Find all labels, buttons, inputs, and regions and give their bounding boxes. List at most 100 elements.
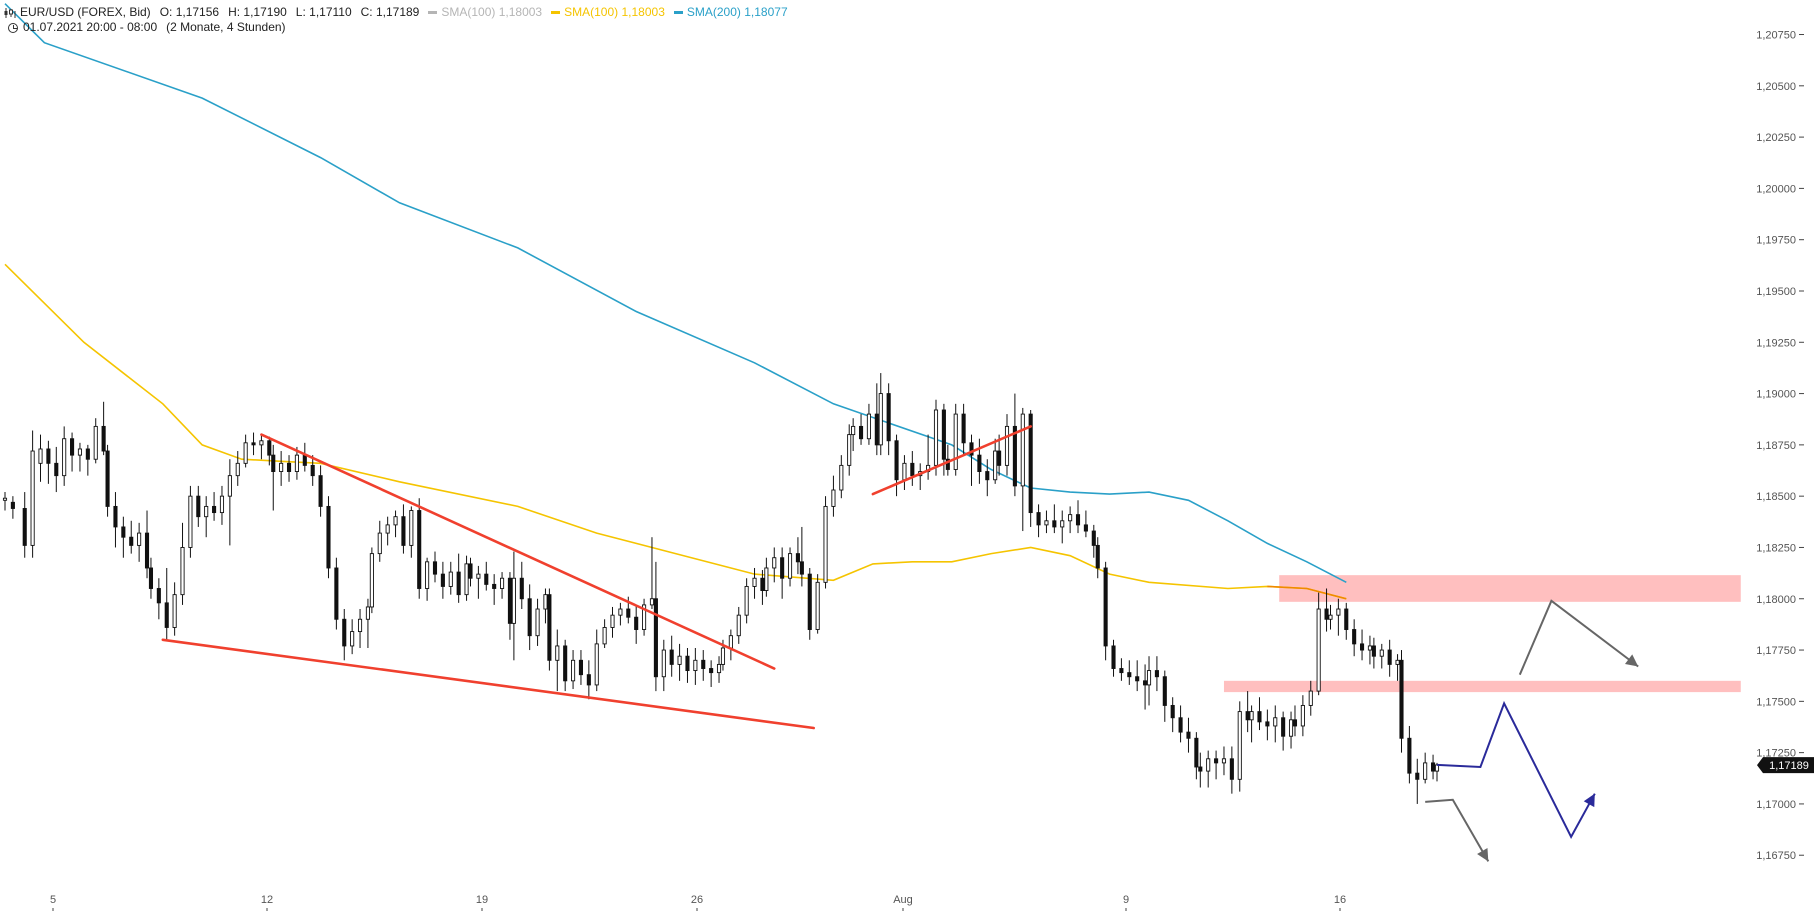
candle bbox=[401, 504, 406, 554]
candle bbox=[677, 643, 682, 681]
projections-layer bbox=[1425, 599, 1639, 862]
candle bbox=[985, 459, 990, 497]
candle bbox=[634, 604, 639, 644]
candle-body bbox=[701, 659, 706, 669]
candle bbox=[1198, 752, 1203, 788]
candle bbox=[259, 434, 264, 460]
candle bbox=[1143, 664, 1148, 710]
candle bbox=[993, 438, 998, 484]
sma1-value: 1,18003 bbox=[498, 5, 543, 19]
y-tick-label: 1,18500 bbox=[1756, 491, 1796, 503]
candle bbox=[918, 463, 923, 491]
candle bbox=[2, 492, 8, 511]
projection-path-3 bbox=[1425, 798, 1490, 862]
sma3-label[interactable]: SMA(200) bbox=[686, 5, 741, 19]
candle-body bbox=[318, 475, 323, 507]
candle bbox=[1371, 637, 1376, 669]
candle-body bbox=[279, 462, 284, 472]
candle bbox=[1103, 561, 1108, 661]
candle-body bbox=[401, 516, 406, 546]
candle-body bbox=[1044, 520, 1049, 526]
candle-body bbox=[1415, 772, 1420, 780]
candle-body bbox=[831, 489, 836, 507]
candle bbox=[1423, 752, 1428, 784]
candle-body bbox=[409, 510, 414, 546]
y-tick-label: 1,18000 bbox=[1756, 594, 1796, 606]
candle-body bbox=[578, 659, 584, 676]
candle bbox=[760, 570, 765, 605]
candle-body bbox=[377, 532, 382, 555]
candle-body bbox=[1288, 719, 1294, 737]
candle bbox=[1359, 629, 1365, 661]
candle bbox=[484, 561, 489, 591]
candle-body bbox=[385, 524, 390, 534]
candle bbox=[251, 432, 256, 456]
candle-body bbox=[807, 573, 812, 630]
sma2-label[interactable]: SMA(100) bbox=[564, 5, 619, 19]
candle-body bbox=[38, 448, 43, 464]
candle bbox=[350, 619, 355, 655]
candle bbox=[815, 574, 820, 634]
candle bbox=[1206, 750, 1211, 788]
candle-body bbox=[886, 393, 891, 442]
candle-body bbox=[350, 631, 355, 647]
candle-body bbox=[1146, 670, 1152, 686]
candle bbox=[144, 510, 150, 579]
sma3-swatch bbox=[673, 11, 683, 14]
candle bbox=[38, 434, 43, 482]
candle bbox=[10, 496, 15, 519]
y-tick-label: 1,19750 bbox=[1756, 235, 1796, 247]
candle bbox=[578, 650, 584, 685]
x-tick-label: 12 bbox=[261, 894, 273, 906]
candle-body bbox=[685, 655, 690, 672]
candle bbox=[1415, 758, 1420, 804]
candle-body bbox=[219, 495, 225, 514]
candle-body bbox=[1103, 567, 1108, 647]
candle bbox=[701, 650, 706, 681]
candles-layer bbox=[2, 373, 1440, 804]
candle-body bbox=[993, 450, 998, 481]
y-tick-label: 1,19250 bbox=[1756, 337, 1796, 349]
candle-body bbox=[787, 553, 793, 579]
sma1-label[interactable]: SMA(100) bbox=[441, 5, 496, 19]
candle bbox=[121, 516, 126, 558]
candle-body bbox=[2, 497, 8, 501]
candle bbox=[1154, 656, 1159, 692]
candle-body bbox=[129, 536, 134, 546]
trendline-3 bbox=[871, 425, 1032, 496]
candle-body bbox=[1221, 758, 1227, 764]
candle bbox=[685, 647, 690, 683]
candle-body bbox=[70, 438, 75, 456]
candle bbox=[1170, 697, 1175, 733]
symbol-label: EUR/USD (FOREX, Bid) bbox=[20, 5, 151, 19]
candle bbox=[618, 602, 623, 626]
candle-body bbox=[866, 413, 871, 440]
candle-body bbox=[425, 561, 430, 589]
y-tick-label: 1,17250 bbox=[1756, 748, 1796, 760]
candle bbox=[511, 551, 516, 661]
candle-body bbox=[1237, 711, 1242, 780]
candle-body bbox=[1036, 512, 1041, 526]
candle-body bbox=[393, 516, 398, 526]
candle-body bbox=[1154, 670, 1159, 678]
candle-body bbox=[1020, 413, 1025, 487]
candle bbox=[1229, 746, 1234, 794]
candle-body bbox=[10, 501, 15, 509]
projection-arrowhead-3 bbox=[1477, 847, 1489, 862]
candle-body bbox=[93, 425, 98, 460]
candle bbox=[1265, 709, 1270, 741]
candle bbox=[894, 434, 899, 497]
y-tick-label: 1,17750 bbox=[1756, 645, 1796, 657]
candle bbox=[1095, 537, 1100, 579]
candle bbox=[1399, 650, 1404, 753]
candle bbox=[693, 647, 698, 685]
candle bbox=[101, 401, 106, 456]
candle bbox=[728, 629, 733, 661]
candle-body bbox=[1308, 690, 1313, 706]
candle bbox=[137, 522, 142, 562]
candle-body bbox=[1083, 524, 1088, 532]
candle-body bbox=[342, 618, 347, 647]
candle bbox=[1237, 701, 1242, 792]
